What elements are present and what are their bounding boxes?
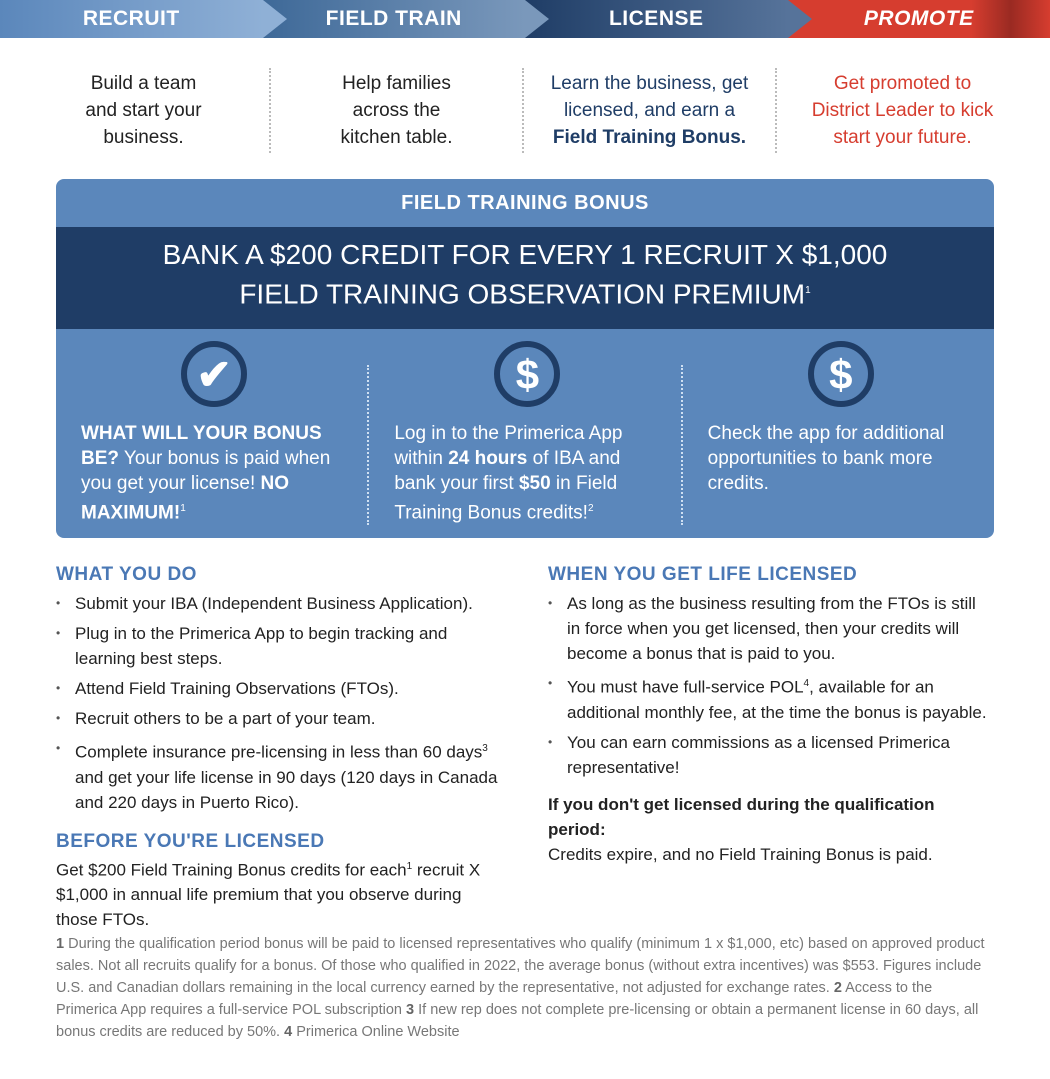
footnotes: 1 During the qualification period bonus … [56, 933, 996, 1043]
footnote-text: During the qualification period bonus wi… [56, 936, 985, 996]
bonus-col-2: $ Log in to the Primerica App within 24 … [369, 341, 683, 526]
dollar-icon: $ [494, 341, 561, 407]
field-training-bonus-box: FIELD TRAINING BONUS BANK A $200 CREDIT … [56, 179, 994, 538]
step-text: Help families across the kitchen table. [340, 73, 453, 148]
footnote-ref: 3 [482, 743, 488, 754]
progress-banner: RECRUIT FIELD TRAIN LICENSE PROMOTE [0, 0, 1050, 38]
step-text: Get promoted to District Leader to kick … [811, 73, 994, 148]
col-bold: $50 [518, 473, 551, 494]
col-bold: WHAT WILL YOUR BONUS BE? [81, 423, 322, 469]
col-text: Your bonus is paid when you get your lic… [81, 448, 331, 494]
footnote-ref: 2 [587, 503, 594, 514]
step-promote: Get promoted to District Leader to kick … [777, 68, 1028, 153]
footnote-ref: 1 [406, 860, 413, 872]
col-bold: 24 hours [448, 448, 528, 469]
text: recruit X $1,000 in annual life premium … [56, 860, 481, 930]
footnote-number: 4 [284, 1024, 293, 1040]
item-text: , available for an additional monthly fe… [567, 677, 987, 722]
item-text: You must have full-service POL [567, 677, 804, 697]
qualification-text: Credits expire, and no Field Training Bo… [548, 844, 933, 864]
step-text: Learn the business, get licensed, and ea… [550, 73, 749, 121]
check-icon: ✔ [181, 341, 248, 407]
bonus-headline: BANK A $200 CREDIT FOR EVERY 1 RECRUIT X… [56, 227, 994, 329]
col-bold: NO MAXIMUM! [81, 473, 290, 524]
footnote-ref: 1 [180, 503, 186, 514]
headline-line1: BANK A $200 CREDIT FOR EVERY 1 RECRUIT X… [162, 239, 888, 270]
col-text: in Field Training Bonus credits! [394, 473, 618, 524]
footnote-number: 1 [56, 936, 65, 952]
footnote-number: 2 [833, 980, 842, 996]
list-item: Attend Field Training Observations (FTOs… [56, 676, 506, 701]
step-field-train: Help families across the kitchen table. [271, 68, 524, 153]
bonus-col-1: ✔ WHAT WILL YOUR BONUS BE? Your bonus is… [56, 341, 370, 526]
footnote-text: If new rep does not complete pre-licensi… [56, 1002, 979, 1040]
step-recruit: Build a team and start your business. [18, 68, 271, 153]
headline-line2: FIELD TRAINING OBSERVATION PREMIUM [239, 278, 806, 310]
list-item: Complete insurance pre-licensing in less… [56, 736, 506, 815]
list-item: As long as the business resulting from t… [548, 591, 988, 666]
item-text: and get your life license in 90 days (12… [75, 767, 498, 812]
banner-recruit: RECRUIT [0, 0, 286, 38]
bonus-col-3: $ Check the app for additional opportuni… [683, 341, 994, 525]
step-text: Build a team and start your business. [85, 73, 202, 148]
dollar-icon: $ [807, 341, 874, 407]
footnote-ref: 4 [803, 678, 810, 689]
banner-label: LICENSE [608, 7, 704, 30]
list-item: You must have full-service POL4, availab… [548, 671, 988, 725]
footnote-ref: 1 [805, 285, 811, 296]
footnote-text: Access to the Primerica App requires a f… [56, 980, 933, 1018]
section-heading: BEFORE YOU'RE LICENSED [56, 830, 325, 852]
text: Get $200 Field Training Bonus credits fo… [56, 860, 407, 880]
list-item: You can earn commissions as a licensed P… [548, 730, 988, 780]
step-license: Learn the business, get licensed, and ea… [524, 68, 777, 153]
footnote-text: Primerica Online Website [292, 1024, 460, 1040]
banner-label: FIELD TRAIN [325, 7, 462, 30]
section-heading: WHAT YOU DO [56, 564, 197, 585]
col-text: Check the app for additional opportuniti… [707, 423, 945, 494]
what-you-do-section: WHAT YOU DO Submit your IBA (Independent… [56, 562, 506, 932]
qualification-bold: If you don't get licensed during the qua… [548, 794, 935, 839]
section-heading: WHEN YOU GET LIFE LICENSED [548, 564, 858, 585]
list-item: Plug in to the Primerica App to begin tr… [56, 621, 506, 671]
box-title: FIELD TRAINING BONUS [401, 191, 649, 214]
list-item: Recruit others to be a part of your team… [56, 706, 506, 731]
banner-label: PROMOTE [863, 7, 974, 30]
step-bold: Field Training Bonus. [552, 127, 747, 148]
when-licensed-section: WHEN YOU GET LIFE LICENSED As long as th… [548, 562, 988, 867]
footnote-number: 3 [406, 1002, 415, 1018]
banner-label: RECRUIT [82, 7, 180, 30]
before-text: Get $200 Field Training Bonus credits fo… [56, 854, 506, 933]
step-descriptions: Build a team and start your business. He… [18, 68, 1028, 153]
banner-promote: PROMOTE [787, 0, 1050, 38]
banner-field-train: FIELD TRAIN [262, 0, 549, 38]
banner-license: LICENSE [525, 0, 811, 38]
list-item: Submit your IBA (Independent Business Ap… [56, 591, 506, 616]
item-text: Complete insurance pre-licensing in less… [75, 742, 483, 762]
col-text: Log in to the Primerica App within [394, 423, 623, 469]
col-text: of IBA and bank your first [394, 448, 621, 494]
